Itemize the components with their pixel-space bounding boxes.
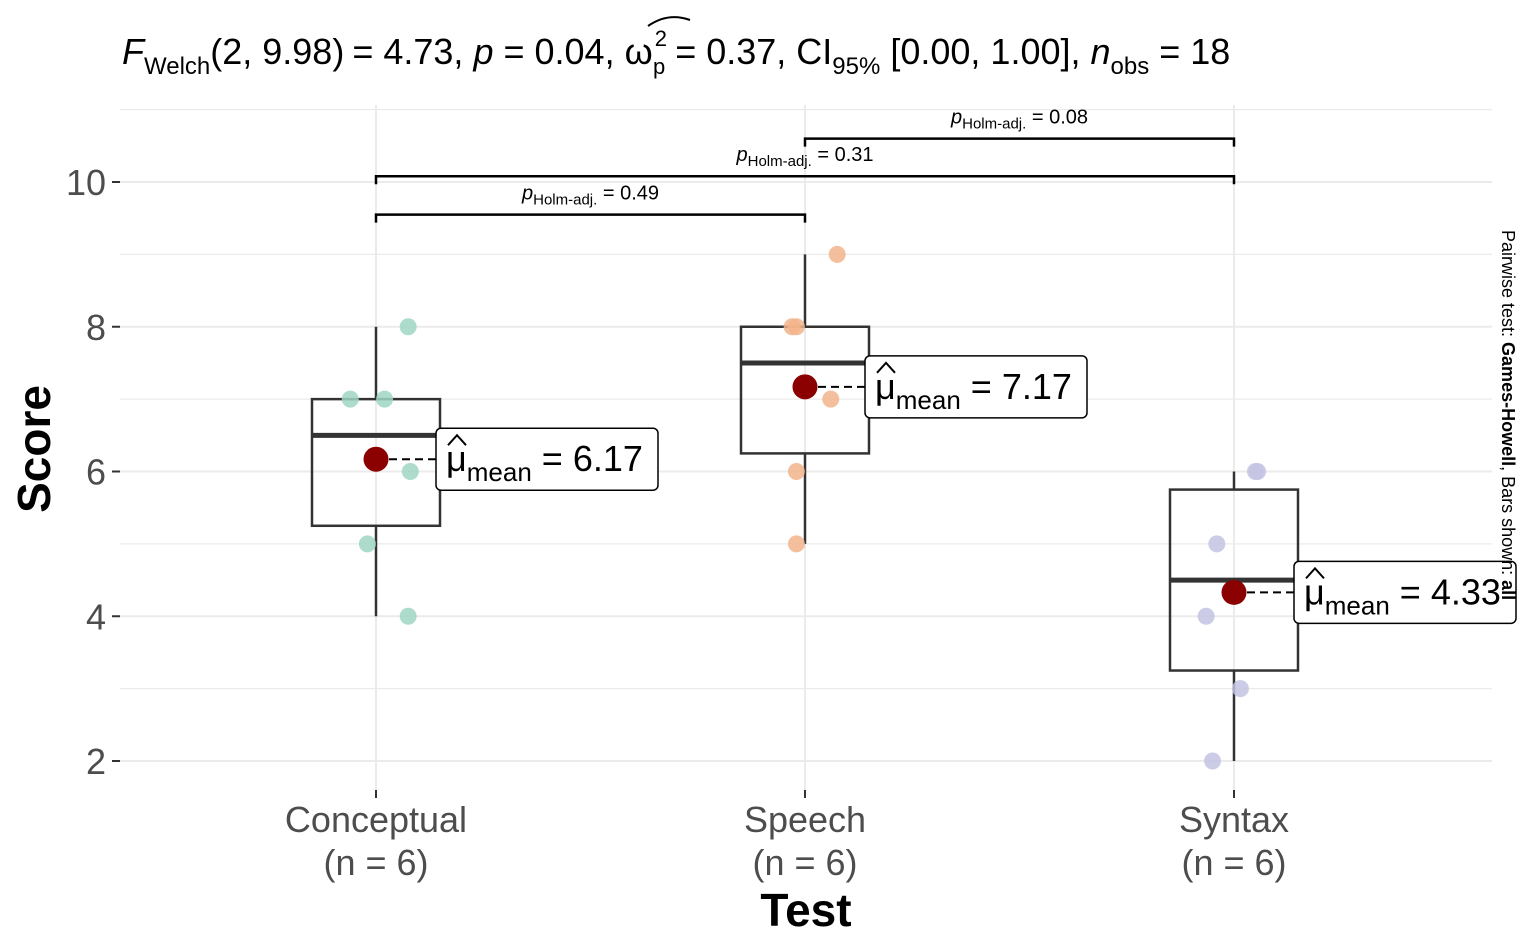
title-n-symbol: n [1091, 31, 1111, 72]
y-axis-title: Score [8, 385, 60, 513]
pairwise-label: pHolm-adj. = 0.49 [521, 183, 659, 209]
x-tick-label: Conceptual [285, 799, 467, 840]
pairwise-bracket [374, 174, 1236, 185]
y-tick-label: 8 [86, 307, 106, 348]
title-omega-sub: p [653, 54, 665, 79]
title-n-value: = 18 [1149, 31, 1230, 72]
mean-label: μmean = 4.33 [1304, 571, 1501, 620]
caption-test: Games-Howell [1498, 342, 1518, 466]
mean-point [792, 374, 818, 400]
pairwise-label: pHolm-adj. = 0.31 [735, 144, 873, 170]
title-n-sub: obs [1111, 53, 1150, 80]
title-ci-sub: 95% [832, 53, 880, 80]
title-omega-symbol: ω [625, 31, 653, 72]
data-point [787, 463, 805, 480]
pairwise-bracket [803, 137, 1236, 147]
mean-point [363, 446, 389, 472]
mean-label-box [864, 355, 1088, 419]
mean-label: μmean = 6.17 [446, 438, 643, 487]
mean-hat [876, 361, 896, 374]
mean-label: μmean = 7.17 [875, 366, 1072, 415]
caption: Pairwise test: Games-Howell, Bars shown:… [1498, 230, 1518, 600]
y-tick-label: 6 [86, 452, 106, 493]
title-f-sub: Welch [144, 53, 210, 80]
y-tick-label: 4 [86, 596, 106, 637]
data-point [1204, 752, 1222, 770]
data-point [401, 463, 419, 480]
caption-middle: , Bars shown: [1498, 466, 1518, 580]
data-point [787, 318, 805, 336]
mean-label-box [1293, 560, 1517, 625]
title-f-value: = 4.73, [352, 31, 473, 72]
title-f-symbol: F [122, 31, 146, 72]
data-point [822, 390, 840, 408]
omega-hat [647, 16, 691, 27]
data-point [1208, 535, 1226, 553]
y-tick-label: 2 [86, 741, 106, 782]
x-axis-title: Test [760, 884, 851, 936]
title-ci-value: [0.00, 1.00], [880, 31, 1090, 72]
x-tick-label: Speech [744, 799, 866, 840]
title-omega-sup: 2 [655, 26, 667, 51]
data-point [1231, 680, 1249, 698]
data-points [341, 245, 1267, 770]
mean-hat [1305, 566, 1325, 580]
mean-label-box [435, 427, 659, 491]
chart-title: FWelch(2, 9.98) = 4.73, p = 0.04, ω2 p = 0… [122, 26, 1230, 80]
data-point [828, 245, 846, 263]
data-point [787, 535, 805, 553]
pairwise-comparisons: pHolm-adj. = 0.49 pHolm-adj. = 0.31 pHolm-… [374, 107, 1236, 223]
means: μmean = 6.17 μmean = 7.17 μmean = 4.33 [363, 355, 1517, 625]
data-point [341, 390, 359, 408]
x-tick-n-label: (n = 6) [752, 842, 857, 883]
x-tick-n-label: (n = 6) [1181, 842, 1286, 883]
pairwise-bracket [374, 213, 807, 223]
y-tick-label: 10 [66, 162, 106, 203]
boxplots [310, 254, 1300, 761]
pairwise-label: pHolm-adj. = 0.08 [950, 107, 1088, 133]
x-axis: Conceptual(n = 6)Speech(n = 6)Syntax(n =… [285, 790, 1289, 883]
caption-prefix: Pairwise test: [1498, 230, 1518, 342]
data-point [399, 318, 417, 336]
mean-point [1221, 579, 1247, 605]
mean-hat [447, 433, 467, 446]
x-tick-n-label: (n = 6) [323, 842, 428, 883]
title-p-symbol: p [472, 31, 493, 72]
x-tick-label: Syntax [1179, 799, 1289, 840]
data-point [1249, 463, 1267, 480]
title-p-value: = 0.04, [493, 31, 624, 72]
data-point [358, 535, 376, 553]
caption-bars: all [1498, 580, 1518, 600]
data-point [376, 390, 394, 408]
grid [120, 105, 1492, 790]
data-point [399, 607, 417, 625]
y-axis: 2 4 6 8 10 [66, 162, 120, 782]
title-df: (2, 9.98) [210, 31, 344, 72]
title-omega-value: = 0.37, CI [665, 31, 832, 72]
data-point [1197, 607, 1215, 625]
